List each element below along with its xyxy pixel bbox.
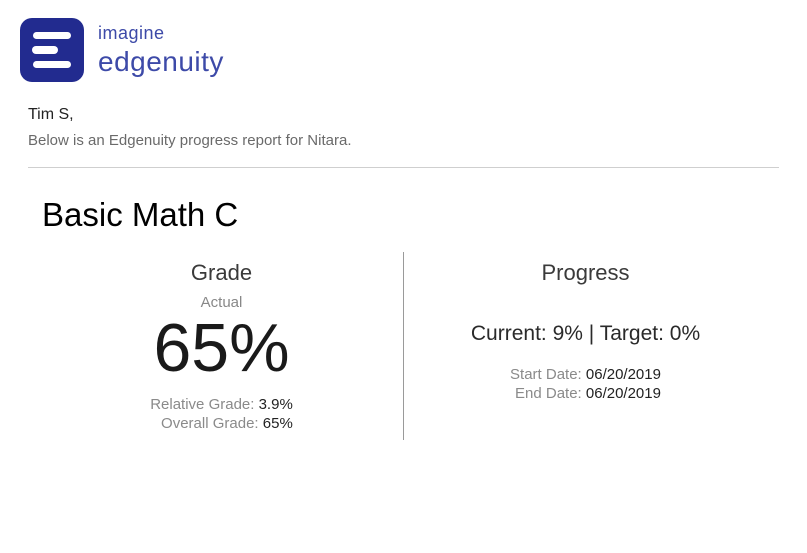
intro-text: Below is an Edgenuity progress report fo… [28, 132, 779, 149]
course-title: Basic Math C [0, 168, 807, 252]
progress-separator: | [589, 322, 594, 345]
brand-text: imagine edgenuity [98, 23, 224, 78]
start-date-label: Start Date: [510, 366, 582, 383]
intro-block: Tim S, Below is an Edgenuity progress re… [0, 92, 807, 167]
progress-current-label: Current: [471, 322, 547, 345]
grade-details: Relative Grade: 3.9% Overall Grade: 65% [150, 396, 293, 432]
panels: Grade Actual 65% Relative Grade: 3.9% Ov… [0, 252, 807, 440]
start-date-line: Start Date: 06/20/2019 [510, 366, 661, 383]
end-date-value: 06/20/2019 [586, 385, 661, 402]
overall-grade-label: Overall Grade: [161, 415, 259, 432]
grade-panel: Grade Actual 65% Relative Grade: 3.9% Ov… [40, 252, 404, 440]
header: imagine edgenuity [0, 0, 807, 92]
progress-target-label: Target: [600, 322, 664, 345]
overall-grade-value: 65% [263, 415, 293, 432]
recipient-name: Tim S, [28, 106, 779, 124]
progress-heading: Progress [541, 260, 629, 286]
end-date-line: End Date: 06/20/2019 [515, 385, 661, 402]
relative-grade-line: Relative Grade: 3.9% [150, 396, 293, 413]
relative-grade-value: 3.9% [259, 396, 293, 413]
grade-actual-value: 65% [153, 313, 289, 384]
progress-current-value: 9% [553, 322, 583, 345]
progress-target-value: 0% [670, 322, 700, 345]
progress-main: Current: 9% | Target: 0% [471, 322, 700, 346]
date-lines: Start Date: 06/20/2019 End Date: 06/20/2… [510, 366, 661, 402]
brand-name: edgenuity [98, 46, 224, 78]
relative-grade-label: Relative Grade: [150, 396, 254, 413]
brand-topline: imagine [98, 23, 224, 44]
progress-panel: Progress Current: 9% | Target: 0% Start … [404, 252, 767, 440]
overall-grade-line: Overall Grade: 65% [161, 415, 293, 432]
end-date-label: End Date: [515, 385, 582, 402]
edgenuity-logo-icon [20, 18, 84, 82]
start-date-value: 06/20/2019 [586, 366, 661, 383]
grade-heading: Grade [191, 260, 252, 286]
grade-actual-label: Actual [201, 294, 243, 311]
